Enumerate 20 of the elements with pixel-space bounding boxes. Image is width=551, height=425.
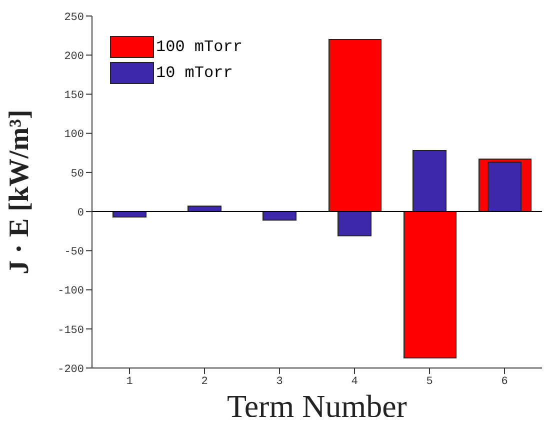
- y-tick-label: -200: [58, 364, 84, 376]
- y-tick-label: 150: [64, 90, 84, 102]
- x-tick-label: 3: [276, 376, 283, 388]
- legend-label: 100 mTorr: [156, 38, 242, 56]
- y-tick-label: -50: [64, 246, 84, 259]
- legend-label: 10 mTorr: [156, 64, 233, 82]
- x-tick-label: 5: [426, 376, 433, 388]
- y-tick-label: -100: [58, 286, 84, 298]
- x-tick-label: 4: [351, 376, 358, 388]
- y-tick-label: 100: [64, 129, 84, 142]
- x-tick-label: 1: [126, 376, 134, 388]
- x-axis-title: Term Number: [227, 388, 408, 424]
- y-tick-label: 200: [64, 51, 84, 64]
- y-tick-label: -150: [58, 324, 84, 337]
- y-axis-title: J · E [kW/m³]: [4, 110, 35, 274]
- y-tick-label: 0: [77, 207, 84, 220]
- y-tick-label: 250: [64, 12, 84, 24]
- x-tick-label: 6: [501, 376, 508, 388]
- y-tick-label: 50: [70, 168, 84, 180]
- x-tick-label: 2: [201, 376, 208, 388]
